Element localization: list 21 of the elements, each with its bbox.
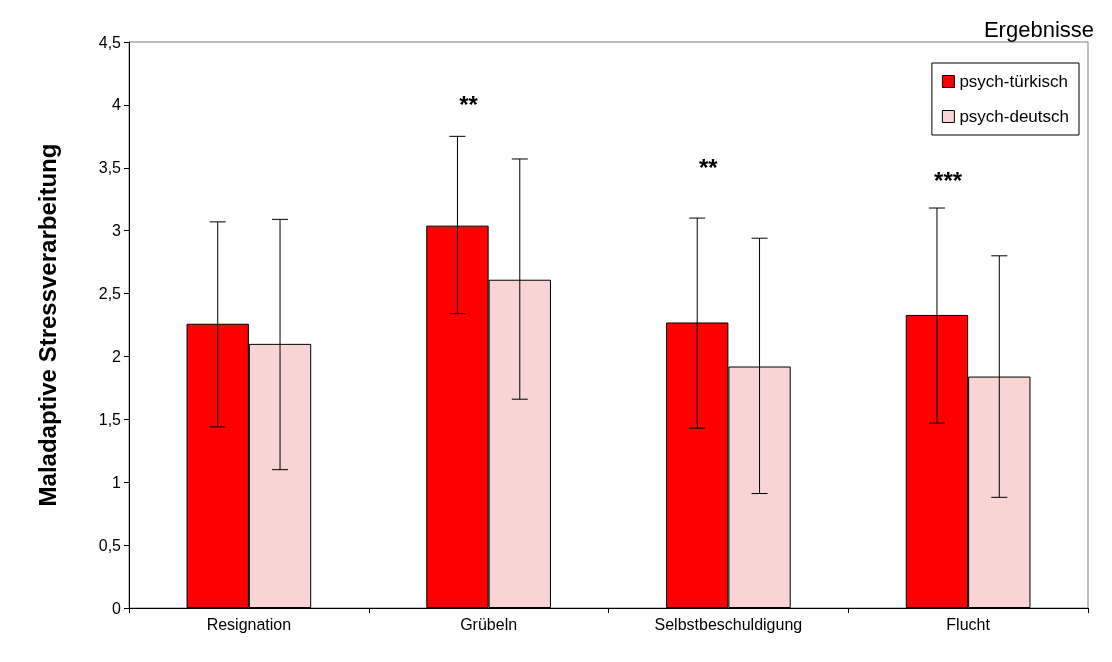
text: Ergebnisse (983, 16, 1095, 42)
y-tick-label: 3,5 (98, 159, 122, 177)
annotation: ** (459, 91, 479, 119)
x-tick-label: Selbstbeschuldigung (654, 615, 803, 633)
y-tick-label: 1,5 (98, 410, 122, 428)
y-tick-label: 4,5 (98, 33, 122, 51)
legend-label: psych-deutsch (959, 107, 1070, 126)
y-tick-label: 3 (112, 222, 122, 240)
annotation: ** (699, 154, 719, 182)
y-tick-label: 0 (112, 599, 122, 617)
x-tick-label: Grübeln (460, 615, 518, 633)
annotation: *** (934, 166, 963, 194)
y-tick-label: 2 (112, 347, 122, 365)
y-tick-label: 4 (112, 96, 122, 114)
y-axis-title: Maladaptive Stressverarbeitung (33, 143, 61, 507)
y-tick-label: 1 (112, 473, 122, 491)
x-tick-label: Resignation (206, 615, 292, 633)
x-tick-label: Flucht (946, 615, 991, 633)
legend-label: psych-türkisch (959, 72, 1069, 91)
y-tick-label: 0,5 (98, 536, 122, 554)
y-tick-label: 2,5 (98, 285, 122, 303)
